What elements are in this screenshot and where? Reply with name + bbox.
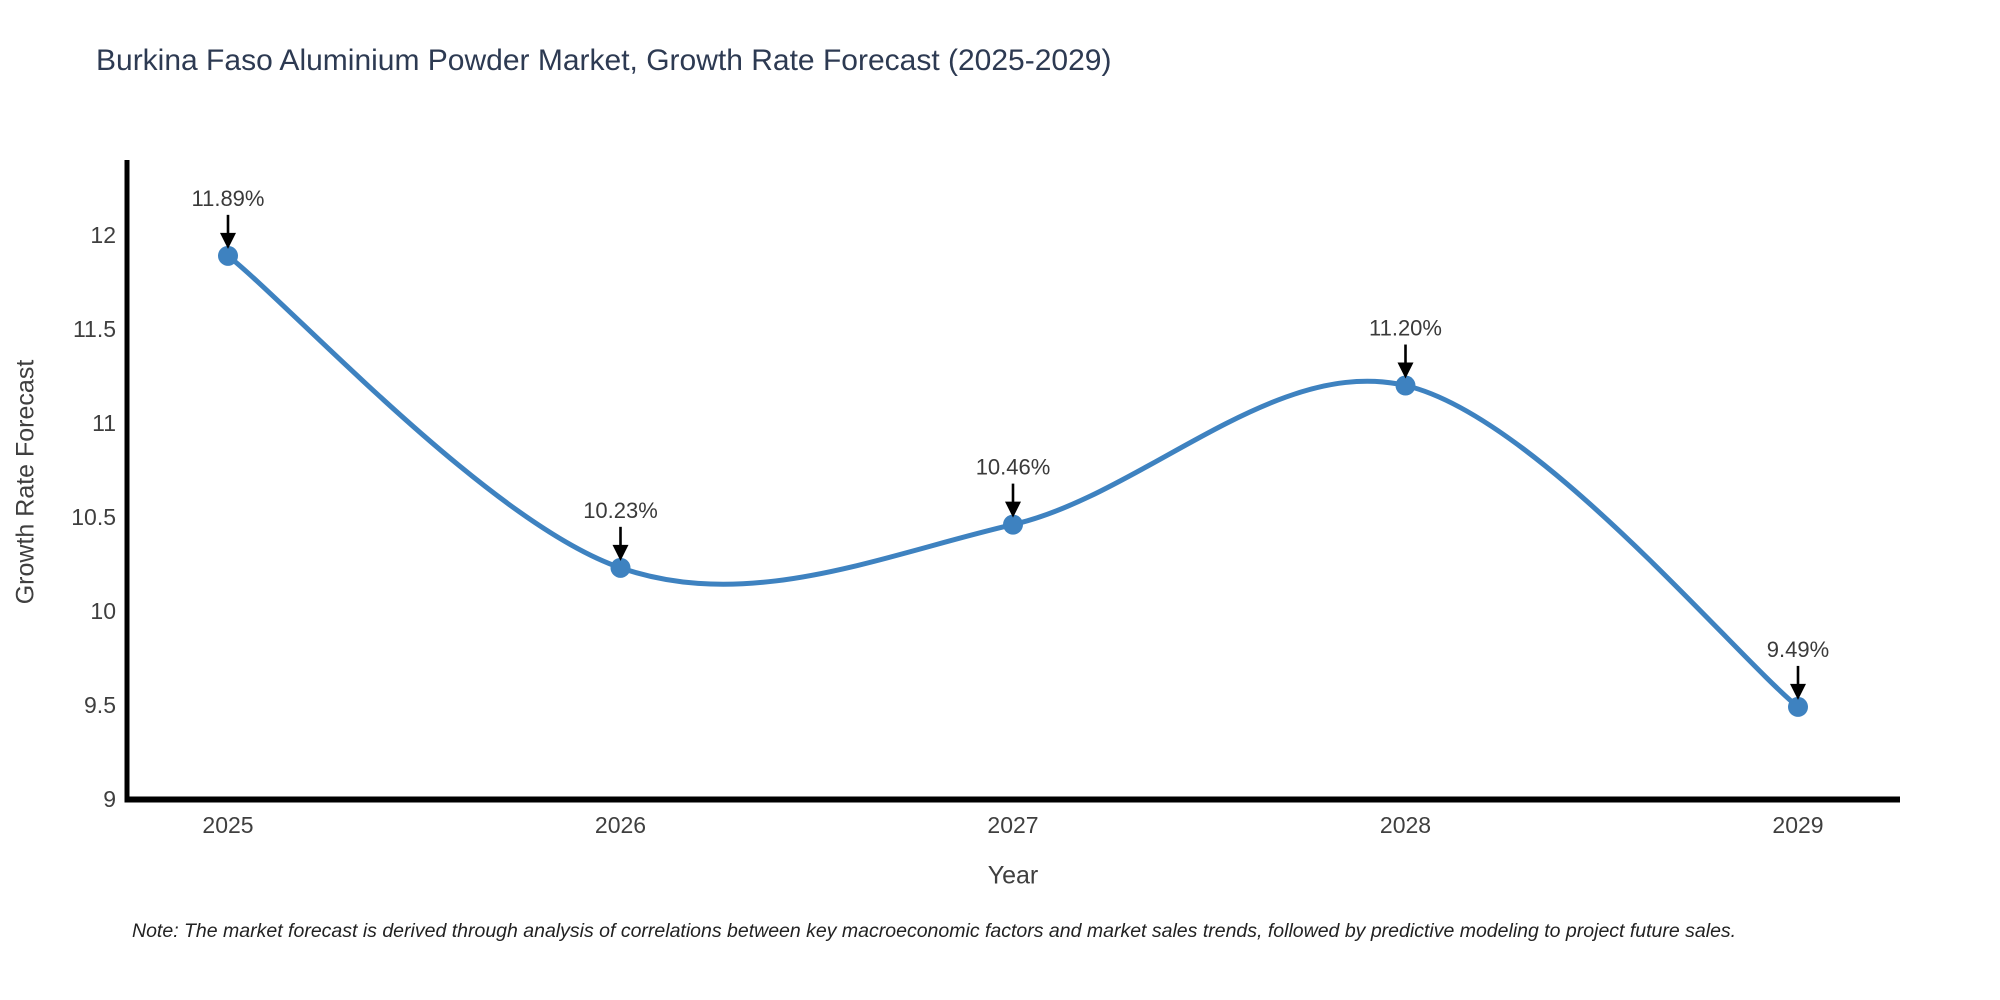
y-tick-label: 11 bbox=[92, 410, 116, 436]
point-value-label: 11.89% bbox=[192, 186, 265, 211]
annotation-arrow-head bbox=[612, 544, 629, 561]
y-tick-label: 9.5 bbox=[84, 692, 116, 718]
y-tick-label: 11.5 bbox=[73, 316, 116, 342]
y-tick-label: 10.5 bbox=[71, 504, 116, 530]
forecast-curve bbox=[225, 253, 1801, 710]
chart-title: Burkina Faso Aluminium Powder Market, Gr… bbox=[96, 44, 1112, 77]
annotation-arrow-head bbox=[220, 232, 236, 249]
x-tick-label: 2026 bbox=[595, 812, 646, 838]
data-point-2025 bbox=[218, 245, 238, 266]
x-tick-label: 2027 bbox=[987, 812, 1038, 838]
data-point-2026 bbox=[610, 557, 631, 578]
chart-footnote: Note: The market forecast is derived thr… bbox=[132, 920, 1737, 942]
point-value-label: 11.20% bbox=[1369, 316, 1442, 341]
point-value-label: 10.23% bbox=[583, 498, 658, 523]
data-point-2028 bbox=[1395, 375, 1416, 396]
x-axis-title: Year bbox=[987, 861, 1039, 890]
point-value-label: 9.49% bbox=[1767, 637, 1829, 662]
y-tick-label: 10 bbox=[90, 598, 116, 624]
x-tick-label: 2025 bbox=[202, 812, 253, 838]
annotation-arrow-head bbox=[1790, 683, 1806, 700]
y-tick-label: 9 bbox=[103, 786, 116, 812]
y-tick-label: 12 bbox=[90, 222, 116, 248]
data-point-2027 bbox=[1003, 514, 1023, 535]
x-tick-label: 2028 bbox=[1380, 812, 1431, 838]
data-point-2029 bbox=[1788, 696, 1808, 717]
annotation-arrow-head bbox=[1005, 501, 1021, 518]
annotation-arrow-head bbox=[1397, 362, 1414, 379]
y-axis-title: Growth Rate Forecast bbox=[11, 359, 40, 605]
point-value-label: 10.46% bbox=[976, 455, 1051, 480]
x-tick-label: 2029 bbox=[1772, 812, 1823, 838]
